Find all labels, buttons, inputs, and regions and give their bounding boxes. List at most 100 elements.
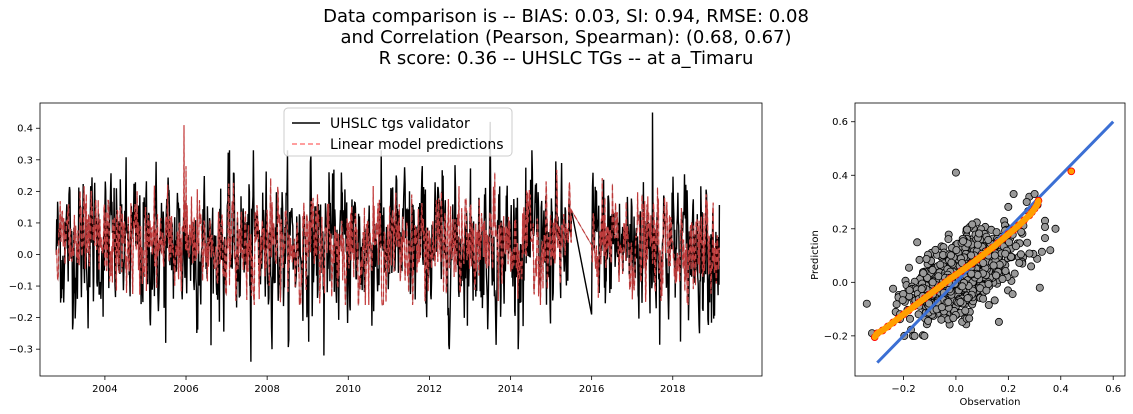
x-tick-label: 2014 [498,384,523,395]
scatter-point [992,228,1001,237]
scatter-y-tick-label: 0.4 [832,171,848,182]
scatter-point [944,298,953,307]
scatter-x-axis-label: Observation [960,397,1021,408]
scatter-point [1016,250,1025,259]
scatter-point [984,300,993,309]
scatter-chart: −0.2 0.0 0.2 0.4 0.6 −0.2 0.0 0.2 0.4 0.6 Observa… [810,102,1126,408]
x-tick-label: 2016 [579,384,604,395]
scatter-point [906,314,915,323]
scatter-point [994,317,1003,326]
scatter-point [928,278,937,287]
scatter-point [963,294,972,303]
time-series-frame [39,102,763,377]
x-tick-label: 2010 [336,384,361,395]
scatter-y-axis-label: Prediction [810,230,821,280]
scatter-point [1009,189,1018,198]
scatter-point [979,258,988,267]
scatter-points [862,120,1115,364]
scatter-point [1011,242,1020,251]
x-tick-label: 2012 [417,384,442,395]
scatter-point [1035,283,1044,292]
scatter-point [910,331,919,340]
scatter-point [928,265,937,274]
scatter-point [1022,197,1031,206]
scatter-point [990,251,999,260]
time-series-axes: 2004 2006 2008 2010 2012 2014 2016 2018 −0.3 −0.2… [9,102,763,395]
scatter-point [937,315,946,324]
scatter-point [984,279,993,288]
y-tick-label: 0.0 [17,250,33,261]
scatter-point [915,255,924,264]
scatter-point [937,303,946,312]
figure-title: Data comparison is -- BIAS: 0.03, SI: 0.… [323,6,809,69]
scatter-point [959,237,968,246]
scatter-x-tick-label: 0.4 [1053,384,1069,395]
scatter-point [913,238,922,247]
scatter-point [965,314,974,323]
y-tick-label: 0.3 [17,155,33,166]
scatter-point [951,168,960,177]
scatter-point [961,306,970,315]
scatter-point [934,272,943,281]
scatter-point [998,274,1007,283]
scatter-point [925,299,934,308]
scatter-point [1041,234,1050,243]
scatter-point [947,258,956,267]
scatter-point [924,316,933,325]
scatter-point [889,284,898,293]
scatter-point [1051,224,1060,233]
scatter-point [1023,238,1032,247]
scatter-point [1004,202,1013,211]
scatter-point [905,286,914,295]
scatter-point [967,251,976,260]
scatter-point [984,235,993,244]
y-tick-label: −0.2 [9,313,33,324]
y-tick-label: −0.3 [9,345,33,356]
scatter-point [919,269,928,278]
scatter-point [905,263,914,272]
scatter-point [952,246,961,255]
title-line-1: Data comparison is -- BIAS: 0.03, SI: 0.… [323,6,809,27]
scatter-point [1005,238,1014,247]
scatter-x-tick-label: −0.2 [891,384,915,395]
scatter-point [946,251,955,260]
time-series-lines [55,112,721,362]
scatter-point [892,300,901,309]
scatter-point [990,296,999,305]
scatter-x-tick-label: 0.0 [948,384,964,395]
scatter-point [898,296,907,305]
scatter-y-tick-label: −0.2 [824,331,848,342]
legend-box [283,107,513,157]
scatter-point [975,229,984,238]
scatter-point [862,299,871,308]
time-series-chart: 2004 2006 2008 2010 2012 2014 2016 2018 −0.3 −0.2… [9,102,763,395]
scatter-point [989,261,998,270]
x-tick-label: 2004 [92,384,117,395]
title-line-2: and Correlation (Pearson, Spearman): (0.… [340,27,791,48]
scatter-y-tick-label: 0.0 [832,278,848,289]
scatter-point [1008,290,1017,299]
x-tick-label: 2018 [660,384,685,395]
scatter-point [949,313,958,322]
scatter-point [1001,266,1010,275]
scatter-y-tick-label: 0.2 [832,224,848,235]
scatter-point [1030,189,1039,198]
x-tick-label: 2008 [254,384,279,395]
scatter-point [967,269,976,278]
scatter-point [979,294,988,303]
scatter-point [931,245,940,254]
scatter-point [936,260,945,269]
legend-label-predictions: Linear model predictions [330,137,504,153]
scatter-y-tick-label: 0.6 [832,117,848,128]
scatter-point [914,310,923,319]
scatter-point [917,284,926,293]
scatter-point [920,331,929,340]
scatter-point [1001,249,1010,258]
qq-point [1067,167,1076,176]
legend-label-validator: UHSLC tgs validator [330,116,470,132]
x-tick-label: 2006 [173,384,198,395]
time-series-legend: UHSLC tgs validator Linear model predict… [283,107,513,157]
y-tick-label: 0.2 [17,187,33,198]
